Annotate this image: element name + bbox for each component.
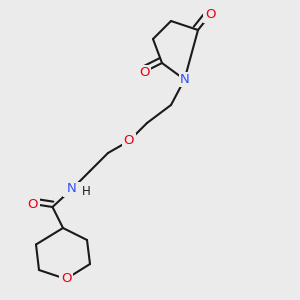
FancyBboxPatch shape [178,72,190,87]
Text: N: N [180,73,189,86]
Text: O: O [61,272,71,286]
FancyBboxPatch shape [59,272,73,286]
FancyBboxPatch shape [137,64,151,80]
Text: O: O [205,8,215,22]
Text: N: N [67,182,77,196]
Text: H: H [82,185,91,198]
Text: O: O [28,197,38,211]
Text: O: O [139,65,149,79]
FancyBboxPatch shape [26,196,40,211]
Text: O: O [124,134,134,148]
FancyBboxPatch shape [203,8,217,22]
FancyBboxPatch shape [63,182,81,196]
FancyBboxPatch shape [122,134,136,148]
